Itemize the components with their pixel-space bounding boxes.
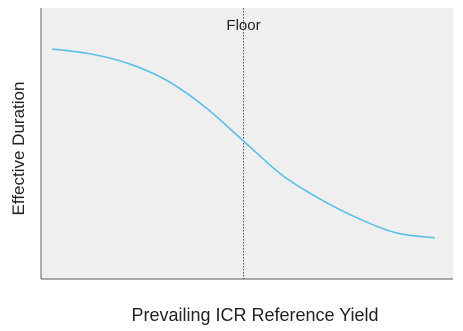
effective-duration-curve bbox=[51, 48, 436, 239]
floor-label: Floor bbox=[226, 17, 260, 34]
x-axis-label: Prevailing ICR Reference Yield bbox=[131, 305, 378, 325]
y-axis-label: Effective Duration bbox=[9, 82, 28, 216]
